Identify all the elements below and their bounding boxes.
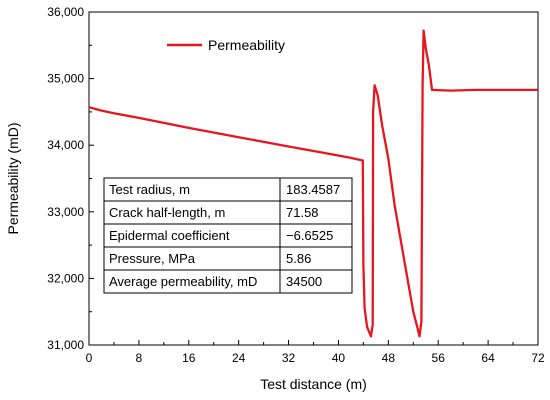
parameter-name: Epidermal coefficient: [109, 228, 230, 243]
y-axis: 31,000 32,000 33,000 34,000 35,000 36,000: [47, 5, 94, 352]
parameter-value: 71.58: [286, 205, 319, 220]
parameter-name: Average permeability, mD: [109, 274, 257, 289]
y-axis-title: Permeability (mD): [5, 122, 21, 234]
table-border: [103, 177, 353, 294]
x-tick-label: 40: [332, 351, 346, 365]
parameter-value: 34500: [286, 274, 322, 289]
legend-label: Permeability: [208, 37, 285, 53]
x-tick-label: 64: [481, 351, 495, 365]
legend: Permeability: [167, 37, 285, 53]
parameters-table: Test radius, m 183.4587 Crack half-length,…: [103, 177, 353, 294]
x-tick-label: 16: [182, 351, 196, 365]
x-tick-label: 48: [382, 351, 396, 365]
parameter-name: Crack half-length, m: [109, 205, 225, 220]
parameter-name: Pressure, MPa: [109, 251, 196, 266]
y-tick-label: 36,000: [47, 5, 84, 19]
y-tick-label: 31,000: [47, 338, 84, 352]
x-axis-title: Test distance (m): [260, 376, 367, 392]
y-tick-label: 35,000: [47, 72, 84, 86]
x-tick-label: 0: [86, 351, 93, 365]
y-tick-label: 32,000: [47, 271, 84, 285]
x-tick-label: 56: [432, 351, 446, 365]
y-tick-label: 33,000: [47, 205, 84, 219]
x-tick-label: 24: [232, 351, 246, 365]
parameter-value: 5.86: [286, 251, 311, 266]
x-axis: 0 8 16 24 32 40 48 56 64 72: [86, 340, 545, 365]
parameter-value: 183.4587: [286, 182, 340, 197]
parameter-value: −6.6525: [286, 228, 333, 243]
y-tick-label: 34,000: [47, 138, 84, 152]
series-line-permeability: [88, 29, 538, 338]
x-tick-label: 72: [531, 351, 545, 365]
series-layer: [88, 29, 538, 338]
x-tick-label: 8: [136, 351, 143, 365]
x-tick-label: 32: [282, 351, 296, 365]
parameter-name: Test radius, m: [109, 182, 190, 197]
